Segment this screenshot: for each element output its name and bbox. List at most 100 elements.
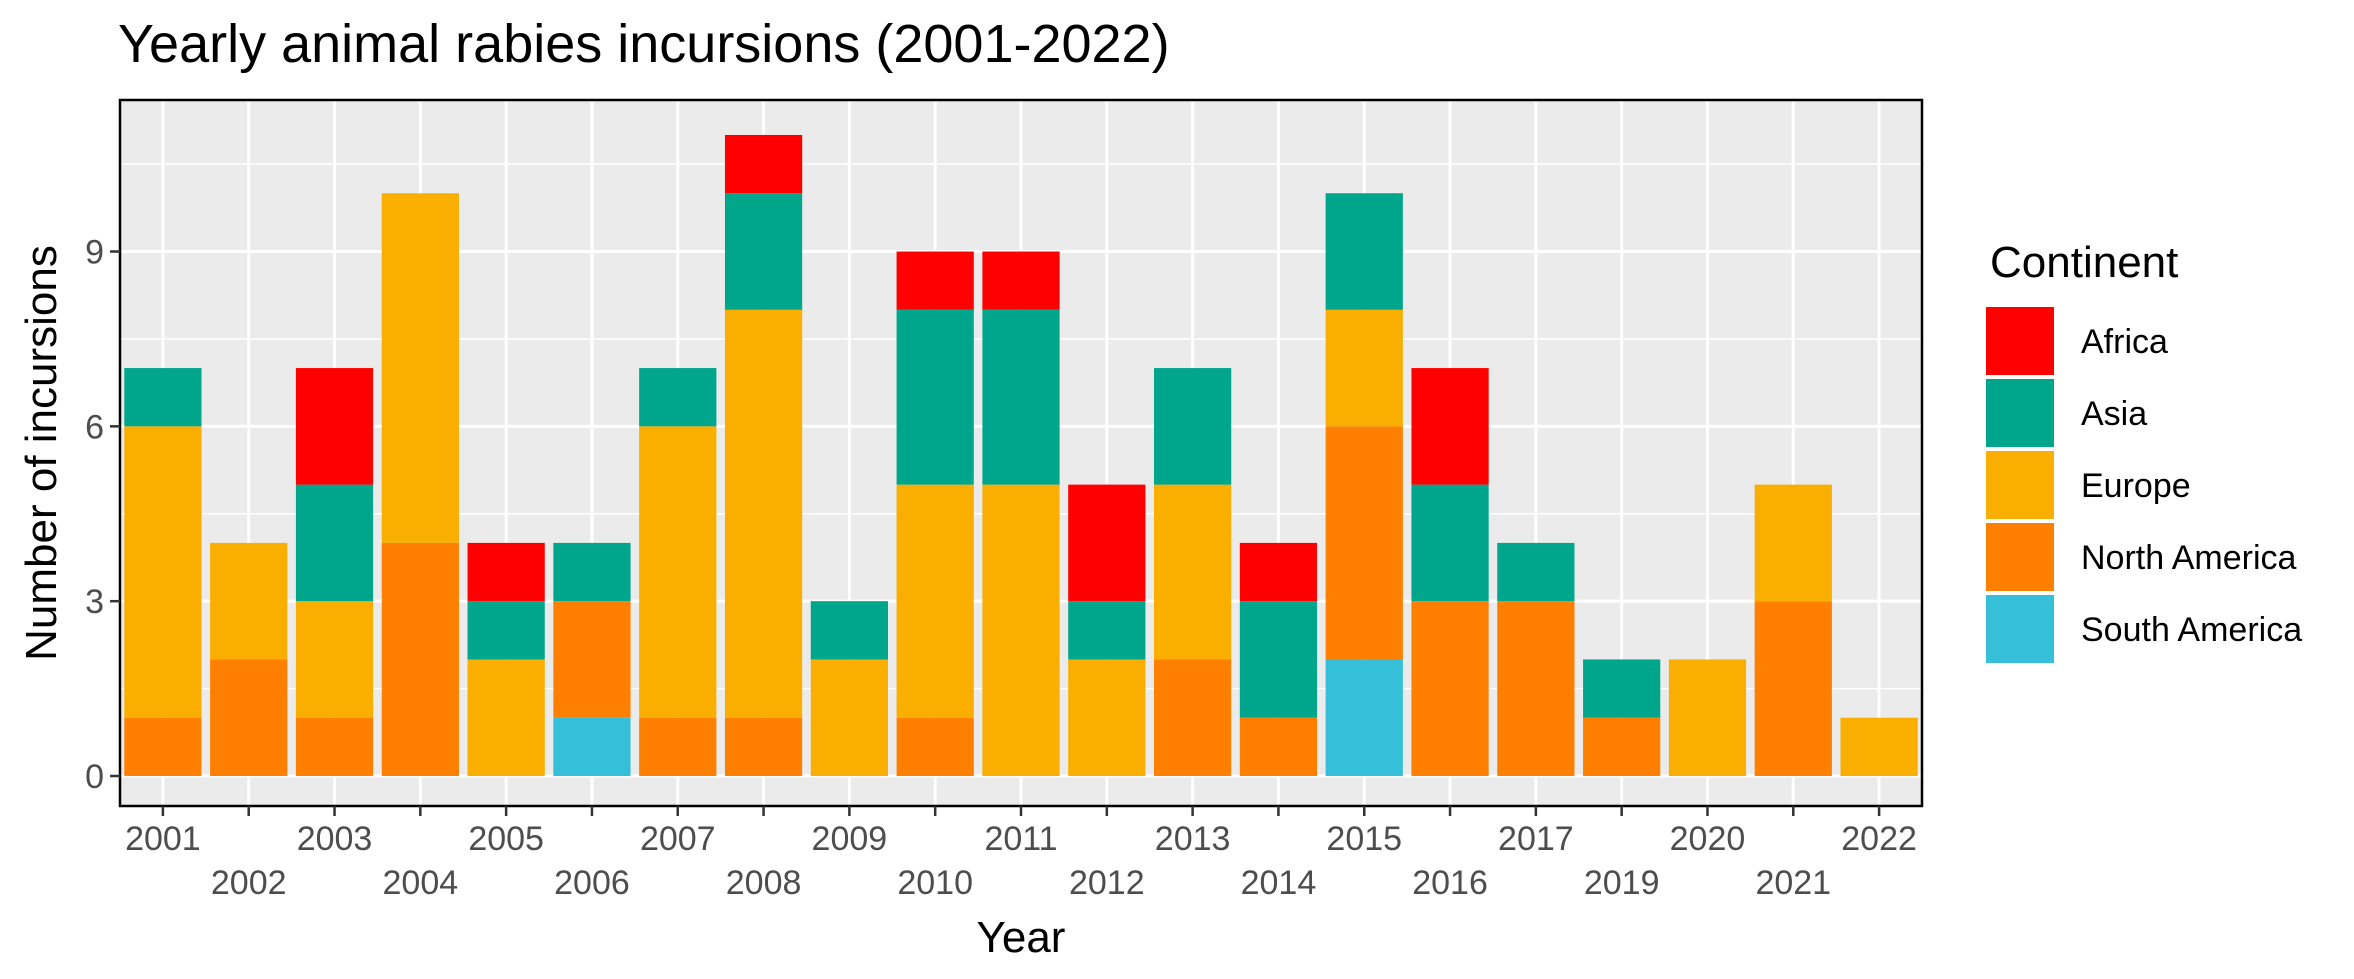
y-tick-label: 6 xyxy=(85,408,104,446)
bar-segment xyxy=(210,659,288,776)
bar-segment xyxy=(1068,601,1146,660)
x-tick-label: 2007 xyxy=(640,820,716,858)
bar-segment xyxy=(639,426,717,718)
bar-segment xyxy=(639,368,717,427)
bar-segment xyxy=(1068,659,1146,776)
chart-title: Yearly animal rabies incursions (2001-20… xyxy=(118,14,1170,74)
bar-segment xyxy=(810,601,888,660)
bar-segment xyxy=(1239,717,1318,776)
bar-segment xyxy=(467,601,545,660)
bar-segment xyxy=(1325,193,1403,310)
legend: Continent Africa Asia Europe North America S… xyxy=(1986,238,2302,663)
bar-segment xyxy=(467,659,545,776)
x-tick-label: 2019 xyxy=(1584,864,1660,902)
bar-segment xyxy=(724,717,803,776)
legend-title: Continent xyxy=(1990,238,2178,287)
x-tick-label: 2017 xyxy=(1498,820,1574,858)
bar-segment xyxy=(1497,601,1575,776)
bar-segment xyxy=(1411,368,1489,485)
bar-segment xyxy=(124,717,202,776)
bar-segment xyxy=(381,193,459,543)
bar-segment xyxy=(295,368,374,485)
legend-label: North America xyxy=(2081,539,2296,577)
x-tick-label: 2010 xyxy=(897,864,973,902)
bar-segment xyxy=(124,368,202,427)
x-tick-label: 2004 xyxy=(383,864,459,902)
x-tick-label: 2022 xyxy=(1841,820,1917,858)
x-tick-label: 2016 xyxy=(1412,864,1488,902)
bar-segment xyxy=(896,251,974,310)
legend-key xyxy=(1986,379,2054,447)
bar-segment xyxy=(1411,484,1489,602)
bar-segment xyxy=(1154,484,1232,660)
x-tick-label: 2013 xyxy=(1155,820,1231,858)
bar-segment xyxy=(1754,601,1832,776)
bar-segment xyxy=(1325,309,1403,427)
y-tick-label: 3 xyxy=(85,583,104,621)
legend-key xyxy=(1986,595,2054,663)
bar-segment xyxy=(724,193,803,310)
legend-key xyxy=(1986,307,2054,375)
bar-segment xyxy=(896,717,974,776)
x-axis-title: Year xyxy=(977,913,1066,962)
bar-segment xyxy=(1154,659,1232,776)
bar-segment xyxy=(896,484,974,718)
x-tick-label: 2002 xyxy=(211,864,287,902)
x-tick-label: 2020 xyxy=(1670,820,1746,858)
x-tick-label: 2014 xyxy=(1241,864,1317,902)
x-tick-label: 2001 xyxy=(125,820,201,858)
legend-label: South America xyxy=(2081,611,2302,649)
bar-segment xyxy=(1411,601,1489,776)
bar-segment xyxy=(1497,542,1575,602)
bar-segment xyxy=(1754,484,1832,602)
bar-segment xyxy=(1583,659,1661,718)
legend-label: Asia xyxy=(2081,395,2147,433)
bar-segment xyxy=(1840,717,1918,776)
bar-segment xyxy=(1068,484,1146,602)
bar-segment xyxy=(810,659,888,776)
x-tick-label: 2011 xyxy=(984,820,1057,858)
bar-segment xyxy=(724,309,803,718)
legend-label: Africa xyxy=(2081,323,2168,361)
y-tick-label: 9 xyxy=(85,234,104,272)
bar-segment xyxy=(553,717,631,776)
legend-key xyxy=(1986,451,2054,519)
bar-segment xyxy=(639,717,717,776)
bar-segment xyxy=(896,309,974,485)
bar-segment xyxy=(381,542,459,776)
bar-segment xyxy=(724,134,803,194)
bar-segment xyxy=(553,542,631,602)
bar-segment xyxy=(124,426,202,718)
bar-segment xyxy=(1668,659,1747,776)
bar-segment xyxy=(1325,659,1403,776)
bar-segment xyxy=(982,251,1060,310)
x-tick-label: 2009 xyxy=(812,820,888,858)
bar-segment xyxy=(553,601,631,718)
bar-segment xyxy=(1239,601,1318,718)
y-tick-label: 0 xyxy=(85,758,104,796)
x-tick-label: 2006 xyxy=(554,864,630,902)
x-tick-label: 2021 xyxy=(1755,864,1831,902)
x-tick-label: 2003 xyxy=(297,820,373,858)
bars xyxy=(124,134,1918,776)
y-axis: 0 3 6 9 xyxy=(85,234,120,796)
bar-segment xyxy=(295,717,374,776)
bar-segment xyxy=(295,601,374,718)
bar-segment xyxy=(1239,542,1318,602)
bar-segment xyxy=(467,542,545,602)
x-tick-label: 2012 xyxy=(1069,864,1145,902)
legend-label: Europe xyxy=(2081,467,2191,505)
bar-segment xyxy=(982,484,1060,776)
x-tick-label: 2005 xyxy=(468,820,544,858)
bar-segment xyxy=(1583,717,1661,776)
bar-segment xyxy=(1325,426,1403,660)
x-tick-label: 2008 xyxy=(726,864,802,902)
bar-segment xyxy=(982,309,1060,485)
y-axis-title: Number of incursions xyxy=(17,245,66,661)
bar-segment xyxy=(210,542,288,660)
x-tick-label: 2015 xyxy=(1326,820,1402,858)
bar-segment xyxy=(1154,368,1232,485)
legend-key xyxy=(1986,523,2054,591)
